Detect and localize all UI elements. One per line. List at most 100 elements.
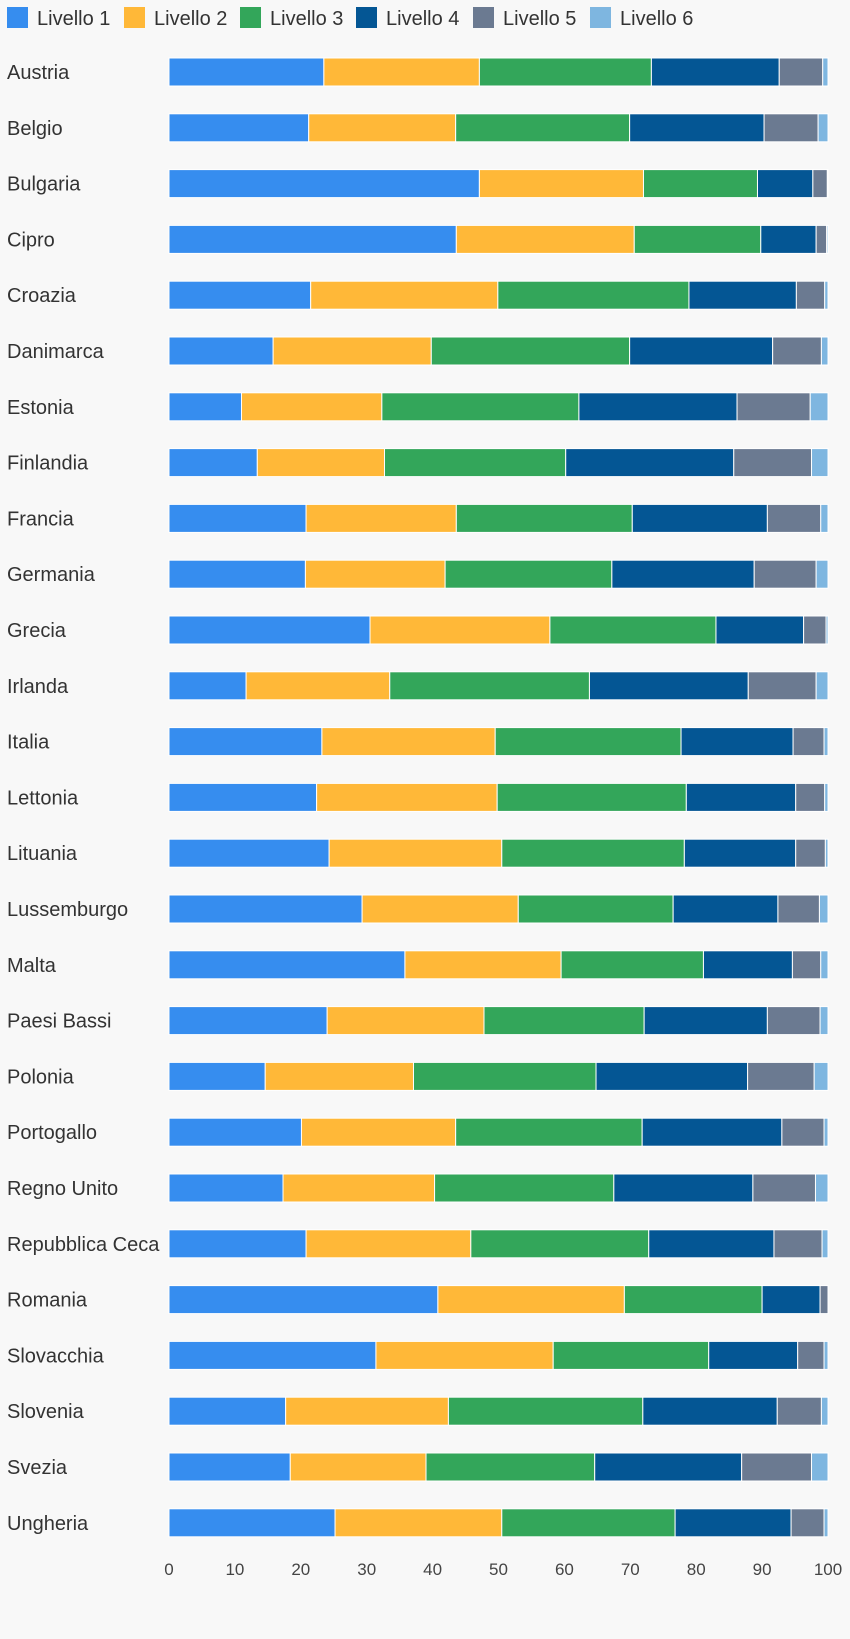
category-label: Italia — [7, 732, 50, 754]
bar-segment — [168, 559, 306, 589]
bar-segment — [680, 727, 794, 757]
bar-segment — [369, 615, 551, 645]
bar-segment — [494, 727, 682, 757]
bar-segment — [168, 782, 318, 812]
bar-segment — [823, 727, 829, 757]
x-tick-label: 50 — [489, 1560, 508, 1579]
bar-segment — [815, 559, 829, 589]
legend-label: Livello 6 — [620, 8, 693, 30]
bar-segment — [305, 503, 457, 533]
bar-segment — [763, 113, 819, 143]
category-label: Ungheria — [7, 1513, 89, 1535]
bar-segment — [483, 1006, 645, 1036]
bar-segment — [820, 1396, 829, 1426]
bar-segment — [517, 894, 674, 924]
bar-segment — [685, 782, 797, 812]
bar-segment — [447, 1396, 644, 1426]
bar-segment — [792, 727, 825, 757]
bar-segment — [316, 782, 498, 812]
bar-segment — [824, 782, 829, 812]
bar-segment — [168, 392, 242, 422]
bar-segment — [672, 894, 779, 924]
x-tick-label: 10 — [225, 1560, 244, 1579]
category-label: Cipro — [7, 229, 55, 251]
bar-segment — [648, 1229, 775, 1259]
bar-segment — [256, 448, 385, 478]
bar-segment — [741, 1452, 813, 1482]
legend-swatch — [7, 7, 28, 28]
legend-swatch — [356, 7, 377, 28]
bar-segment — [588, 671, 749, 701]
bar-segment — [803, 615, 827, 645]
bar-segment — [168, 1006, 328, 1036]
legend-swatch — [124, 7, 145, 28]
bar-segment — [455, 503, 633, 533]
bar-segment — [321, 727, 496, 757]
bar-segment — [747, 671, 817, 701]
category-label: Lituania — [7, 843, 78, 865]
bar-segment — [168, 57, 325, 87]
bar-segment — [820, 503, 829, 533]
bar-segment — [776, 1396, 822, 1426]
x-tick-label: 80 — [687, 1560, 706, 1579]
category-label: Polonia — [7, 1066, 75, 1088]
bar-segment — [478, 57, 652, 87]
bar-segment — [772, 336, 822, 366]
bar-segment — [795, 838, 826, 868]
bar-segment — [715, 615, 805, 645]
bar-segment — [326, 1006, 485, 1036]
x-tick-label: 60 — [555, 1560, 574, 1579]
bar-segment — [304, 559, 446, 589]
bar-segment — [264, 1061, 414, 1091]
bar-segment — [820, 336, 829, 366]
legend: Livello 1 Livello 2 Livello 3 Livello 4 Live… — [7, 7, 693, 30]
bar-segment — [814, 1173, 829, 1203]
category-label: Regno Unito — [7, 1178, 118, 1200]
bar-segment — [282, 1173, 436, 1203]
bar-segment — [434, 1173, 615, 1203]
category-label: Grecia — [7, 620, 67, 642]
bar-segment — [168, 1340, 377, 1370]
bar-segment — [578, 392, 738, 422]
legend-label: Livello 4 — [386, 8, 459, 30]
bar-segment — [778, 57, 824, 87]
bar-segment — [310, 280, 499, 310]
bar-segment — [168, 448, 258, 478]
bar-segment — [820, 950, 829, 980]
bar-segment — [168, 1285, 439, 1315]
category-label: Estonia — [7, 397, 75, 419]
bar-segment — [824, 838, 829, 868]
x-tick-label: 70 — [621, 1560, 640, 1579]
bar-segment — [815, 671, 829, 701]
bar-segment — [823, 1117, 829, 1147]
bar-segment — [823, 1508, 829, 1538]
bar-segment — [168, 1229, 307, 1259]
bar-segment — [497, 280, 690, 310]
bar-segment — [168, 1061, 266, 1091]
bar-segment — [641, 1117, 783, 1147]
bar-segment — [773, 1229, 823, 1259]
bar-segment — [821, 1229, 829, 1259]
category-label: Germania — [7, 564, 96, 586]
bar-segment — [791, 950, 822, 980]
bar-segment — [455, 224, 635, 254]
bar-segment — [168, 950, 406, 980]
x-tick-label: 40 — [423, 1560, 442, 1579]
category-label: Svezia — [7, 1457, 68, 1479]
category-label: Finlandia — [7, 453, 89, 475]
bar-segment — [825, 615, 829, 645]
bar-segment — [650, 57, 780, 87]
bar-segment — [702, 950, 793, 980]
bar-segment — [631, 503, 768, 533]
bar-segment — [781, 1117, 825, 1147]
bar-segment — [168, 336, 274, 366]
legend-swatch — [590, 7, 611, 28]
bar-segment — [747, 1061, 815, 1091]
bar-segment — [594, 1452, 743, 1482]
category-label: Lettonia — [7, 787, 79, 809]
bar-segment — [811, 1452, 829, 1482]
bar-segment — [760, 224, 817, 254]
category-label: Portogallo — [7, 1122, 97, 1144]
bar-segment — [613, 1173, 754, 1203]
